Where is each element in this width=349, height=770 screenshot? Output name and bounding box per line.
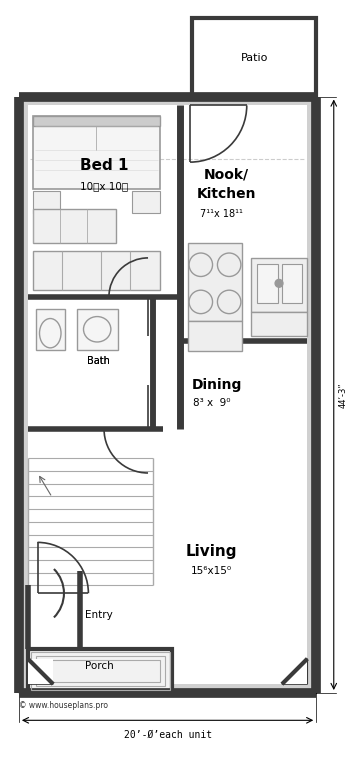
Bar — [19, 96, 316, 693]
Ellipse shape — [39, 319, 61, 348]
Ellipse shape — [83, 316, 111, 342]
Bar — [28, 649, 172, 693]
Text: 20’-Ø’each unit: 20’-Ø’each unit — [124, 730, 211, 740]
Bar — [33, 116, 160, 189]
Text: Kitchen: Kitchen — [196, 187, 256, 202]
Text: 10˹x 10˹: 10˹x 10˹ — [80, 182, 128, 192]
Text: © www.houseplans.pro: © www.houseplans.pro — [19, 701, 108, 710]
Bar — [282, 264, 302, 303]
Circle shape — [275, 280, 283, 287]
Text: Patio: Patio — [240, 52, 268, 62]
Text: 15⁶x15⁰: 15⁶x15⁰ — [191, 566, 232, 576]
Text: Bath: Bath — [87, 356, 110, 366]
Bar — [188, 243, 242, 321]
Bar — [33, 192, 60, 213]
Bar — [36, 656, 165, 686]
Text: 8³ x  9⁰: 8³ x 9⁰ — [193, 397, 230, 407]
Bar — [33, 116, 160, 126]
Bar — [192, 18, 316, 96]
Polygon shape — [282, 658, 307, 684]
Bar — [251, 312, 307, 336]
Text: Dining: Dining — [191, 378, 242, 392]
Bar — [31, 652, 170, 690]
Bar — [257, 264, 278, 303]
Bar — [28, 105, 307, 684]
Text: Entry: Entry — [85, 610, 113, 620]
Text: Bath: Bath — [87, 356, 110, 366]
Bar — [132, 192, 160, 213]
Bar — [188, 321, 242, 351]
Bar — [36, 309, 65, 350]
Text: Bed 1: Bed 1 — [80, 158, 128, 172]
Bar — [251, 258, 307, 312]
Text: 7¹¹x 18¹¹: 7¹¹x 18¹¹ — [200, 209, 243, 219]
Polygon shape — [28, 658, 53, 684]
Text: Living: Living — [186, 544, 237, 559]
Text: Porch: Porch — [85, 661, 113, 671]
Bar — [40, 660, 160, 682]
Text: 44’-3”: 44’-3” — [339, 382, 348, 407]
Bar — [33, 209, 116, 243]
Bar — [282, 658, 307, 684]
Bar — [33, 251, 160, 290]
Bar — [77, 309, 118, 350]
Text: Nook/: Nook/ — [204, 168, 249, 182]
Bar — [28, 658, 53, 684]
